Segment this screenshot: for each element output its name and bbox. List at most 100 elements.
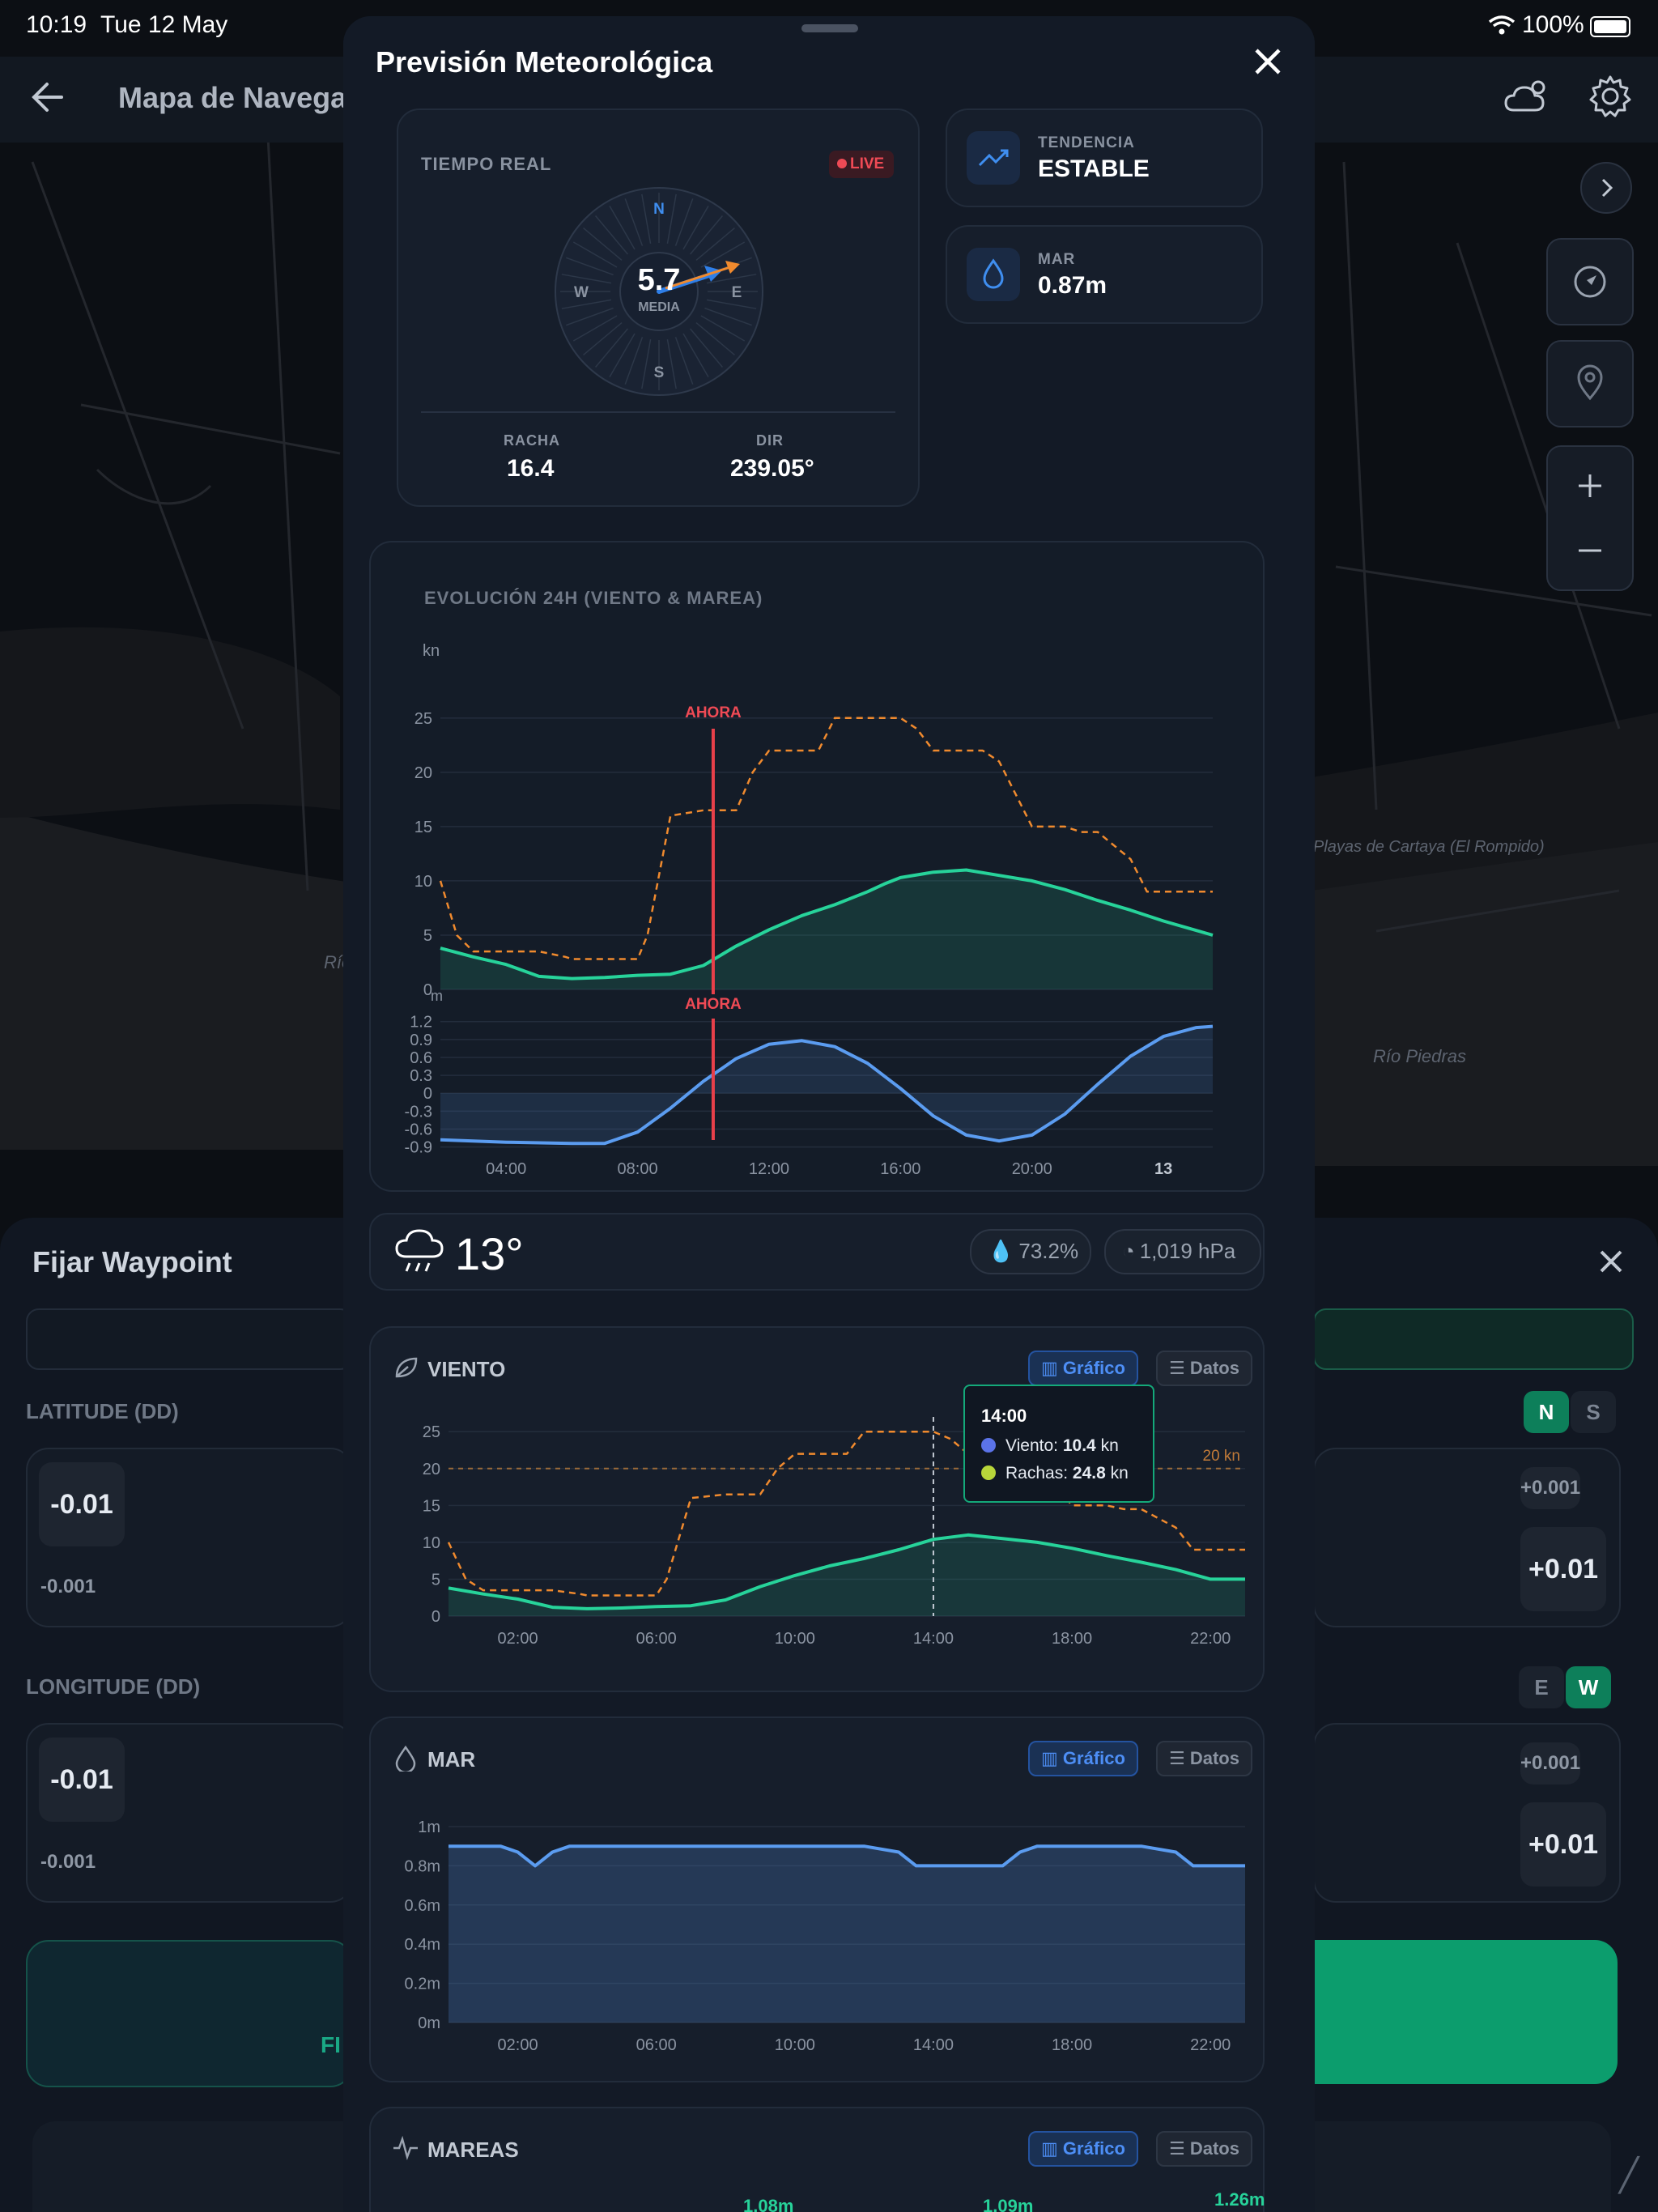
tooltip-time: 14:00 (981, 1406, 1027, 1426)
latitude-label: LATITUDE (DD) (26, 1399, 179, 1423)
zoom-control (1546, 445, 1634, 591)
sea-tab-chart[interactable]: ▥ Gráfico (1028, 1741, 1138, 1776)
x-tick-label: 12:00 (749, 1160, 789, 1178)
x-tick-label: 06:00 (636, 1630, 677, 1648)
wind-tab-chart[interactable]: ▥ Gráfico (1028, 1351, 1138, 1386)
tide-unit-label: m (431, 988, 443, 1004)
compass-tick (609, 333, 636, 378)
waypoint-confirm-button-right[interactable] (1313, 1940, 1618, 2084)
y-tick-label: 0.6 (410, 1049, 432, 1067)
series-area (449, 1534, 1245, 1616)
list-icon: ☰ (1169, 1748, 1190, 1768)
compass-tick (566, 307, 614, 326)
list-icon: ☰ (1169, 2138, 1190, 2159)
y-tick-label: 10 (423, 1534, 440, 1552)
lon-toggle-w[interactable]: W (1566, 1666, 1611, 1708)
sea-tab-data[interactable]: ☰ Datos (1156, 1741, 1252, 1776)
tide-label-1: 1.08m (743, 2196, 794, 2212)
wind-chart[interactable]: 0 5 10 15 20 25 02:00 06:00 10:00 14:00 18:00 22:00… (371, 1401, 1263, 1676)
waypoint-mode-tab-active[interactable] (1313, 1308, 1634, 1370)
waypoint-confirm-button-left[interactable]: FI (26, 1940, 353, 2087)
lat-minus-small-button[interactable]: -0.001 (40, 1576, 96, 1597)
compass-tick (674, 337, 694, 385)
x-tick-label: 22:00 (1190, 2036, 1231, 2054)
longitude-label: LONGITUDE (DD) (26, 1674, 201, 1699)
x-tick-label: 13 (1154, 1160, 1172, 1178)
lon-plus-big-button[interactable]: +0.01 (1520, 1802, 1606, 1887)
trend-value: ESTABLE (1038, 155, 1150, 182)
sea-chart[interactable]: 0m 0.2m 0.4m 0.6m 0.8m 1m 02:00 06:00 10:00 14:00… (371, 1791, 1263, 2066)
compass-tick (666, 338, 677, 389)
tides-tab-data[interactable]: ☰ Datos (1156, 2131, 1252, 2167)
lat-toggle-n[interactable]: N (1524, 1391, 1569, 1433)
y-tick-label: 0 (423, 1085, 432, 1103)
humidity-drop-icon: 💧 (988, 1239, 1014, 1263)
waypoint-close-icon[interactable] (1595, 1245, 1627, 1278)
series-line (440, 868, 1214, 981)
x-tick-label: 10:00 (775, 2036, 815, 2054)
compass-tick (704, 307, 752, 326)
compass-tick (572, 241, 618, 268)
x-tick-label: 02:00 (498, 2036, 538, 2054)
compass-tick (561, 299, 612, 309)
wind-tab-data[interactable]: ☰ Datos (1156, 1351, 1252, 1386)
x-tick-label: 04:00 (486, 1160, 526, 1178)
weather-icon[interactable] (1503, 76, 1551, 117)
settings-gear-icon[interactable] (1588, 74, 1632, 118)
chart-bars-icon: ▥ (1041, 1358, 1063, 1378)
lon-minus-big-button[interactable]: -0.01 (39, 1738, 125, 1822)
compass-n: N (653, 201, 665, 218)
lat-toggle-s[interactable]: S (1571, 1391, 1616, 1433)
now-label: AHORA (685, 704, 742, 721)
compass-tick (641, 194, 652, 245)
status-date: Tue 12 May (100, 11, 228, 38)
compass-tick (682, 205, 709, 250)
resize-handle-icon[interactable]: ╱ (1619, 2158, 1639, 2193)
tides-tab-chart[interactable]: ▥ Gráfico (1028, 2131, 1138, 2167)
tide-label-3: 1.26m (1214, 2189, 1265, 2210)
x-tick-label: 08:00 (618, 1160, 658, 1178)
lat-plus-small-button[interactable]: +0.001 (1520, 1467, 1580, 1509)
expand-panel-button[interactable] (1580, 162, 1632, 214)
location-pin-button[interactable] (1546, 340, 1634, 428)
y-tick-label: 15 (423, 1497, 440, 1515)
lon-toggle-e[interactable]: E (1519, 1666, 1564, 1708)
gauge-icon: ◔ (1122, 1239, 1135, 1263)
back-arrow-icon[interactable] (29, 81, 65, 113)
lon-minus-small-button[interactable]: -0.001 (40, 1851, 96, 1873)
y-tick-label: 0.9 (410, 1032, 432, 1049)
compass-tick (689, 328, 723, 368)
lon-plus-small-button[interactable]: +0.001 (1520, 1742, 1580, 1784)
y-tick-label: -0.6 (405, 1121, 432, 1138)
chart-bars-icon: ▥ (1041, 1748, 1063, 1768)
lat-plus-big-button[interactable]: +0.01 (1520, 1527, 1606, 1611)
water-drop-icon (967, 248, 1020, 301)
waypoint-mode-tab[interactable] (26, 1308, 353, 1370)
x-tick-label: 16:00 (880, 1160, 920, 1178)
drag-handle[interactable] (801, 24, 858, 32)
y-tick-label: 10 (414, 873, 432, 891)
lat-minus-big-button[interactable]: -0.01 (39, 1462, 125, 1546)
tooltip-gust-dot (981, 1465, 996, 1480)
y-tick-label: 15 (414, 819, 432, 836)
series-line (448, 1533, 1245, 1610)
x-tick-label: 20:00 (1012, 1160, 1052, 1178)
navigate-button[interactable] (1546, 238, 1634, 325)
zoom-in-icon[interactable] (1579, 474, 1601, 497)
trend-icon (967, 131, 1020, 185)
direction-value: 239.05° (730, 455, 814, 482)
y-tick-label: 20 (414, 764, 432, 782)
sea-section: MAR ▥ Gráfico ☰ Datos 0m 0.2m 0.4m 0.6m 0.8m… (369, 1716, 1265, 2082)
series-line (447, 1430, 1245, 1597)
series-area (440, 1026, 1213, 1144)
wind-compass: N E S W 5.7 MEDIA (555, 187, 763, 396)
gust-value: 16.4 (507, 455, 555, 482)
modal-close-icon[interactable] (1252, 45, 1284, 78)
y-tick-label: -0.9 (405, 1139, 432, 1157)
sea-label: MAR (1038, 251, 1076, 268)
waypoint-confirm-label: FI (321, 2032, 341, 2057)
x-tick-label: 14:00 (913, 1630, 954, 1648)
leaf-wind-icon (395, 1357, 418, 1378)
map-label-rio-piedras: Río Piedras (1373, 1046, 1466, 1066)
